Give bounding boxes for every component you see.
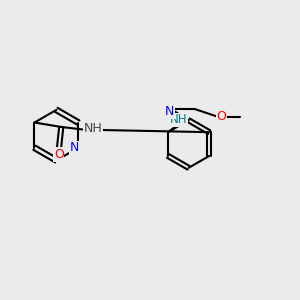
Text: NH: NH: [170, 113, 188, 126]
Text: N: N: [165, 105, 175, 118]
Text: O: O: [54, 148, 64, 161]
Text: O: O: [216, 110, 226, 123]
Text: NH: NH: [84, 122, 102, 135]
Text: N: N: [70, 141, 80, 154]
